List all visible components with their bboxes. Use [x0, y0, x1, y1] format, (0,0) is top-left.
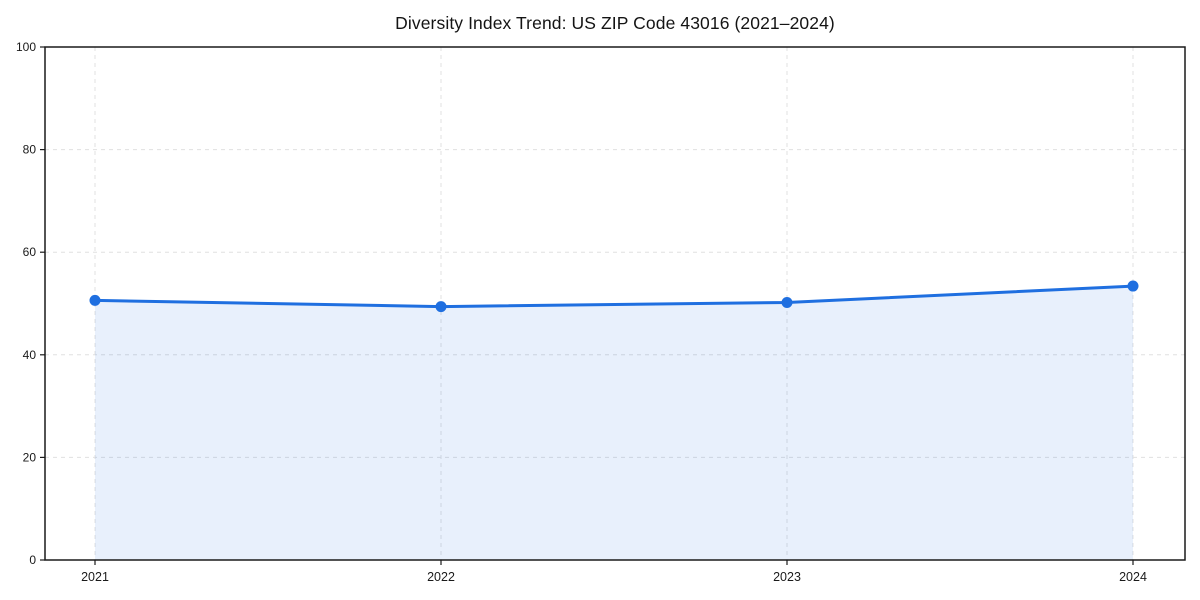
x-tick-label: 2023 [773, 570, 801, 584]
x-tick-label: 2024 [1119, 570, 1147, 584]
trend-line [93, 284, 1135, 309]
x-tick-label: 2021 [81, 570, 109, 584]
y-tick-label: 20 [23, 450, 37, 464]
y-tick-label: 80 [23, 143, 37, 157]
x-tick-label: 2022 [427, 570, 455, 584]
data-point-marker [1127, 280, 1139, 292]
y-tick-label: 60 [23, 245, 37, 259]
data-point-marker [435, 301, 447, 313]
area-fill [95, 286, 1133, 560]
plot-border [44, 46, 1186, 561]
chart-title: Diversity Index Trend: US ZIP Code 43016… [395, 13, 835, 33]
y-tick-label: 40 [23, 348, 37, 362]
y-tick-label: 0 [29, 553, 36, 567]
data-point-marker [781, 296, 793, 308]
data-point-marker [89, 294, 101, 306]
y-tick-label: 100 [16, 40, 36, 54]
